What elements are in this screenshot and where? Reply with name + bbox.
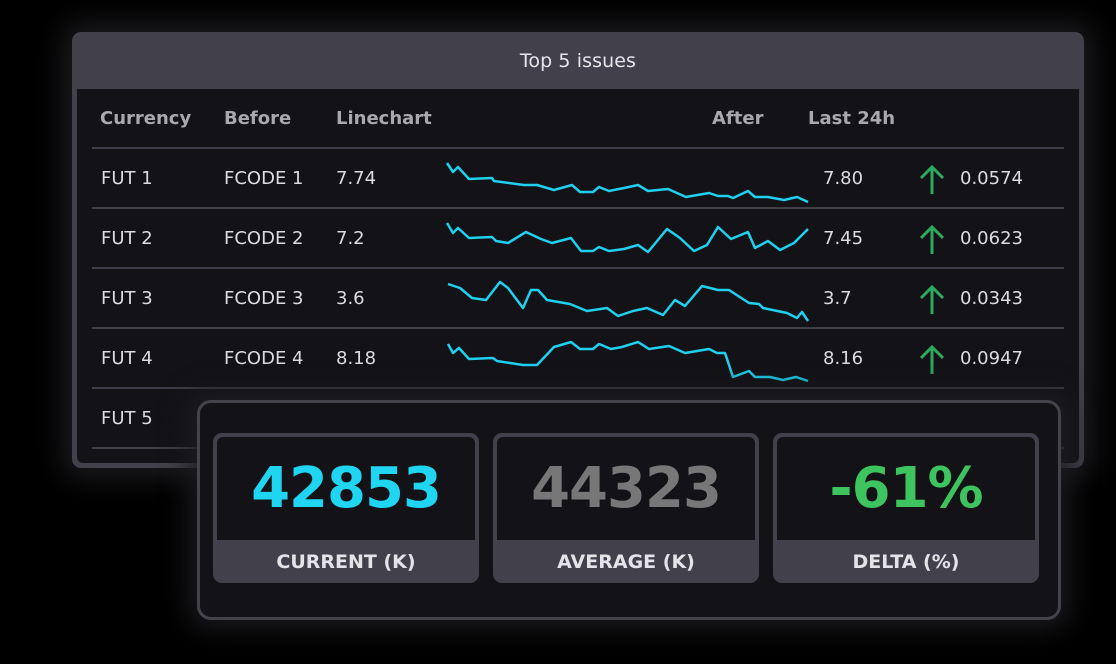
after-cell: 8.16 xyxy=(823,348,864,369)
column-header-currency[interactable]: Currency xyxy=(100,108,192,129)
panel-title: Top 5 issues xyxy=(519,49,637,72)
sparkline-row-2 xyxy=(445,222,809,254)
stat-label-average: AVERAGE (K) xyxy=(557,550,695,573)
arrow-up-icon xyxy=(915,343,949,381)
table-row[interactable]: FUT 5 xyxy=(77,389,1079,449)
currency-cell: FUT 5 xyxy=(101,408,153,429)
sparklines xyxy=(445,162,810,383)
before-cell: 7.2 xyxy=(336,228,365,249)
sparkline-row-3 xyxy=(447,280,810,322)
stat-value-current: 42853 xyxy=(217,437,475,540)
code-cell: FCODE 3 xyxy=(224,288,304,309)
change-cell: 0.0623 xyxy=(960,228,1023,249)
change-cell: 0.0947 xyxy=(960,348,1023,369)
arrow-up-icon xyxy=(915,163,949,201)
table-row[interactable]: FUT 3 FCODE 3 3.6 3.7 0.0343 xyxy=(77,269,1079,329)
stat-label-delta: DELTA (%) xyxy=(852,550,960,573)
column-header-after[interactable]: After xyxy=(712,108,764,129)
table-row[interactable]: FUT 1 FCODE 1 7.74 7.80 0.0574 xyxy=(77,149,1079,209)
code-cell: FCODE 4 xyxy=(224,348,304,369)
arrow-up-icon xyxy=(915,223,949,261)
arrow-up-icon xyxy=(915,283,949,321)
change-cell: 0.0343 xyxy=(960,288,1023,309)
column-header-last-24h[interactable]: Last 24h xyxy=(808,108,896,129)
divider xyxy=(92,147,1064,149)
currency-cell: FUT 1 xyxy=(101,168,153,189)
divider xyxy=(92,207,1064,209)
after-cell: 3.7 xyxy=(823,288,852,309)
stat-card-delta: -61% DELTA (%) xyxy=(773,433,1039,583)
after-cell: 7.45 xyxy=(823,228,864,249)
stat-card-average: 44323 AVERAGE (K) xyxy=(493,433,759,583)
before-cell: 7.74 xyxy=(336,168,377,189)
column-header-linechart[interactable]: Linechart xyxy=(336,108,432,129)
currency-cell: FUT 4 xyxy=(101,348,153,369)
code-cell: FCODE 2 xyxy=(224,228,304,249)
before-cell: 3.6 xyxy=(336,288,365,309)
divider xyxy=(92,327,1064,329)
table-row[interactable]: FUT 2 FCODE 2 7.2 7.45 0.0623 xyxy=(77,209,1079,269)
stats-panel: 42853 CURRENT (K) 44323 AVERAGE (K) -61%… xyxy=(197,400,1061,620)
code-cell: FCODE 1 xyxy=(224,168,304,189)
table-row[interactable]: FUT 4 FCODE 4 8.18 8.16 0.0947 xyxy=(77,329,1079,389)
sparkline-row-4 xyxy=(446,340,809,383)
sparkline-row-1 xyxy=(445,162,809,204)
column-header-before[interactable]: Before xyxy=(224,108,292,129)
stat-value-delta: -61% xyxy=(777,437,1035,540)
stat-value-average: 44323 xyxy=(497,437,755,540)
currency-cell: FUT 3 xyxy=(101,288,153,309)
change-cell: 0.0574 xyxy=(960,168,1023,189)
stat-label-current: CURRENT (K) xyxy=(276,550,416,573)
divider xyxy=(92,387,1064,389)
divider xyxy=(92,267,1064,269)
after-cell: 7.80 xyxy=(823,168,864,189)
stat-card-current: 42853 CURRENT (K) xyxy=(213,433,479,583)
before-cell: 8.18 xyxy=(336,348,377,369)
currency-cell: FUT 2 xyxy=(101,228,153,249)
